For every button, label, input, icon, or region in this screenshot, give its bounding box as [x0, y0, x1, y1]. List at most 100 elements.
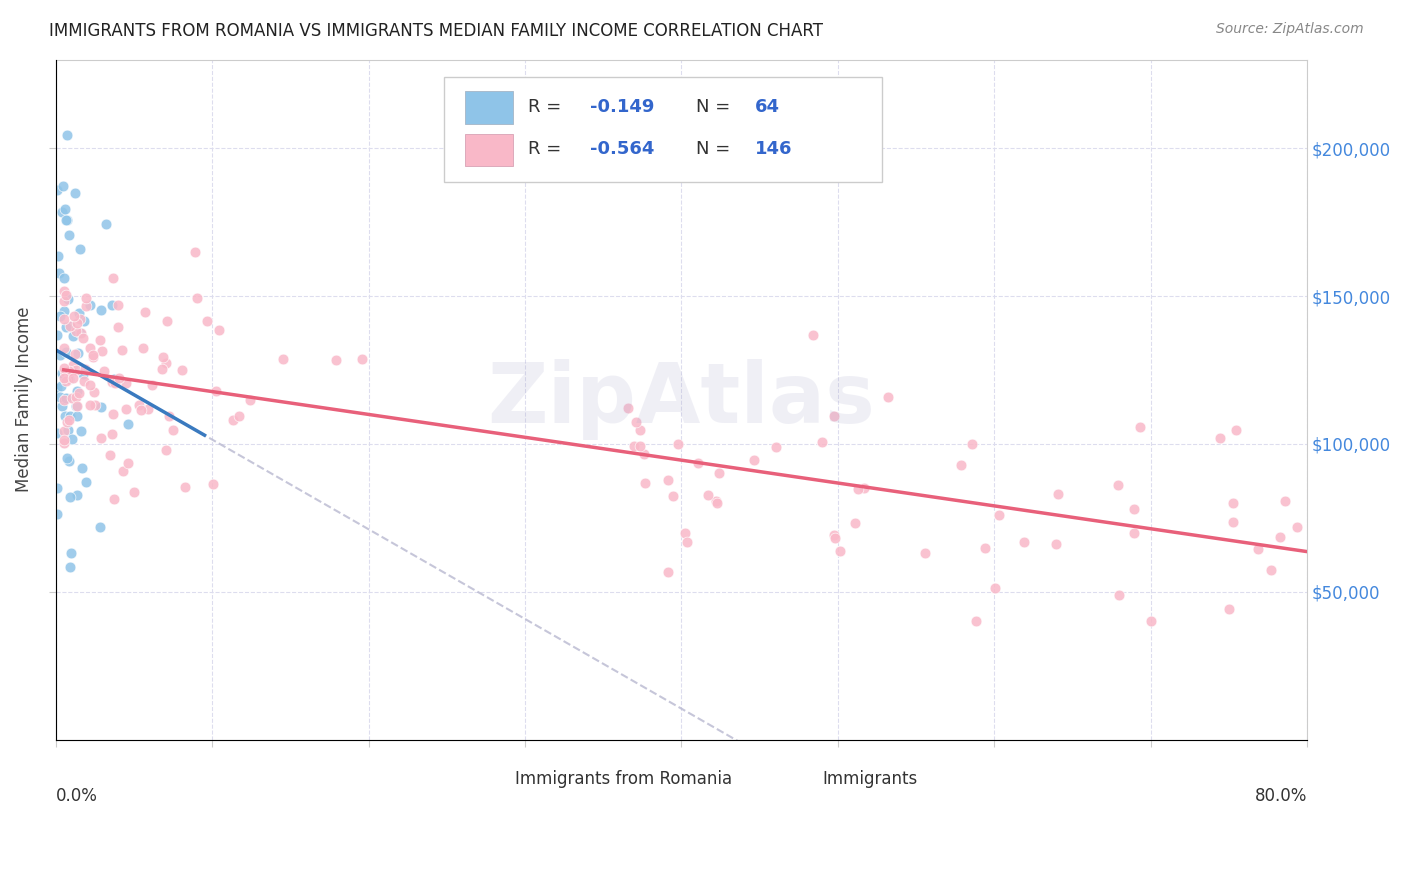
Point	[56, 450, 79, 465]
Point	[688, 456, 710, 470]
Point	[325, 353, 347, 368]
Text: R =: R =	[527, 97, 567, 116]
Point	[73, 314, 96, 328]
Text: Source: ZipAtlas.com: Source: ZipAtlas.com	[1216, 22, 1364, 37]
Text: Immigrants: Immigrants	[823, 770, 918, 788]
Point	[633, 447, 655, 461]
Point	[117, 417, 139, 431]
Point	[55, 371, 77, 385]
Point	[634, 475, 657, 490]
Point	[1047, 486, 1070, 500]
Point	[697, 488, 720, 502]
Point	[51, 400, 73, 414]
Point	[221, 413, 243, 427]
Text: IMMIGRANTS FROM ROMANIA VS IMMIGRANTS MEDIAN FAMILY INCOME CORRELATION CHART: IMMIGRANTS FROM ROMANIA VS IMMIGRANTS ME…	[49, 22, 823, 40]
Point	[853, 481, 876, 495]
Point	[706, 496, 728, 510]
Point	[93, 364, 115, 378]
Point	[69, 242, 91, 256]
Text: -0.149: -0.149	[591, 97, 655, 116]
Point	[1274, 494, 1296, 508]
Point	[79, 298, 101, 312]
Point	[58, 364, 80, 378]
Text: 146: 146	[755, 140, 793, 159]
Point	[101, 271, 124, 285]
Point	[75, 291, 97, 305]
Point	[66, 384, 89, 399]
Point	[46, 481, 69, 495]
Point	[55, 374, 77, 388]
Point	[52, 368, 75, 382]
Point	[1045, 537, 1067, 551]
Point	[617, 401, 640, 415]
Point	[128, 397, 150, 411]
Point	[114, 376, 136, 391]
Point	[83, 398, 105, 412]
Point	[69, 326, 91, 341]
Point	[1108, 588, 1130, 602]
Point	[46, 381, 69, 395]
Point	[657, 474, 679, 488]
Point	[104, 376, 127, 391]
Point	[70, 326, 93, 340]
Point	[73, 361, 96, 376]
Point	[52, 425, 75, 439]
Point	[52, 341, 75, 355]
Point	[52, 284, 75, 298]
FancyBboxPatch shape	[463, 764, 503, 790]
Point	[666, 436, 689, 450]
Point	[46, 327, 69, 342]
Point	[55, 344, 77, 359]
Point	[626, 415, 648, 429]
Point	[56, 128, 79, 142]
Point	[53, 202, 76, 217]
Point	[53, 409, 76, 424]
Point	[1107, 478, 1129, 492]
Point	[59, 559, 82, 574]
Point	[66, 399, 89, 413]
FancyBboxPatch shape	[769, 764, 810, 790]
Point	[1260, 563, 1282, 577]
Point	[824, 531, 846, 545]
Point	[46, 507, 69, 521]
Point	[58, 372, 80, 386]
Point	[59, 409, 82, 424]
Point	[89, 520, 111, 534]
Point	[628, 439, 651, 453]
Point	[110, 343, 132, 358]
Point	[352, 352, 374, 367]
Point	[675, 535, 697, 549]
Point	[131, 403, 153, 417]
Point	[52, 312, 75, 326]
Point	[965, 614, 987, 628]
Point	[150, 362, 173, 376]
Point	[52, 179, 75, 194]
Point	[70, 424, 93, 438]
Point	[55, 213, 77, 227]
Point	[623, 439, 645, 453]
Point	[46, 183, 69, 197]
Point	[844, 516, 866, 530]
Point	[49, 390, 72, 404]
Point	[152, 350, 174, 364]
Point	[49, 348, 72, 362]
Point	[101, 427, 124, 442]
Point	[90, 400, 112, 414]
Point	[170, 363, 193, 377]
Point	[48, 266, 70, 280]
Text: 64: 64	[755, 97, 780, 116]
Point	[103, 491, 125, 506]
Point	[62, 309, 84, 323]
Point	[56, 423, 79, 437]
Point	[205, 384, 228, 399]
Point	[65, 325, 87, 339]
Point	[62, 358, 84, 372]
Point	[67, 345, 90, 359]
Point	[65, 362, 87, 376]
Point	[136, 401, 159, 416]
Point	[271, 352, 294, 367]
Point	[91, 343, 114, 358]
Point	[46, 249, 69, 263]
Text: Immigrants from Romania: Immigrants from Romania	[515, 770, 733, 788]
Point	[94, 217, 117, 231]
